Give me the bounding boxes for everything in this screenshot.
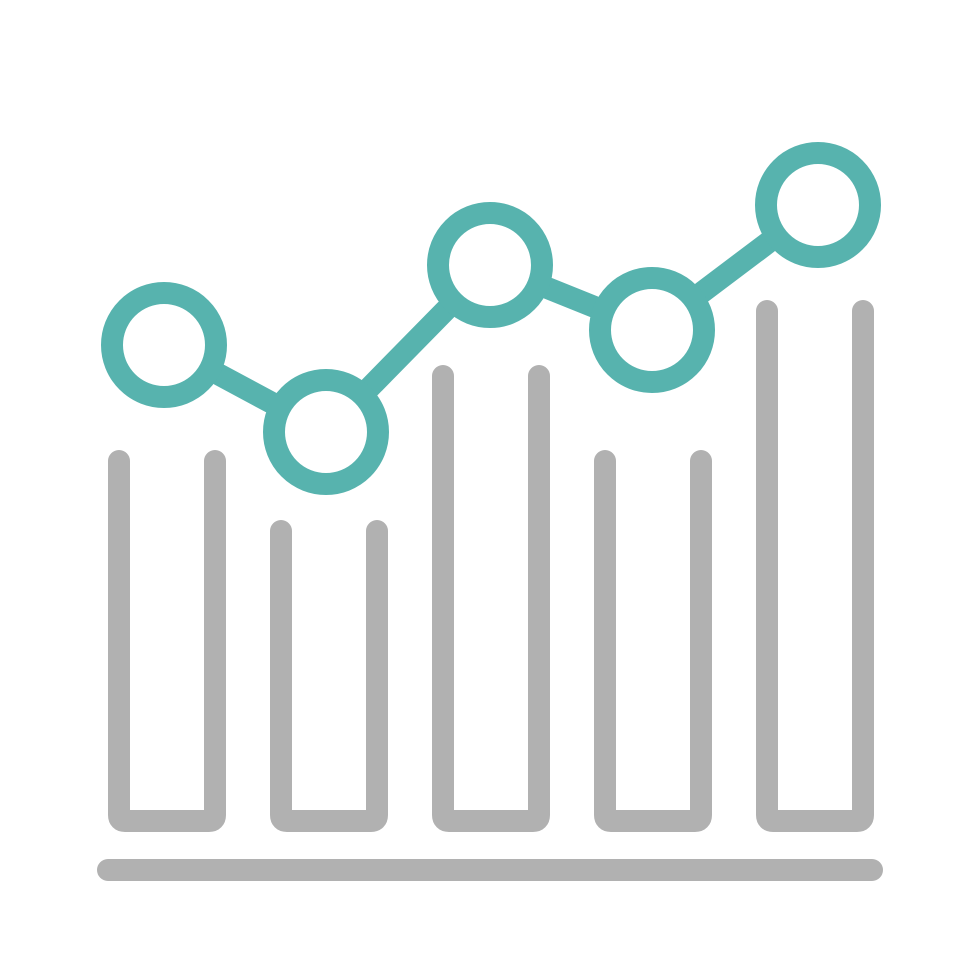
marker-5 <box>766 153 870 257</box>
marker-2 <box>274 380 378 484</box>
marker-1 <box>112 293 216 397</box>
marker-4 <box>600 278 704 382</box>
marker-3 <box>438 213 542 317</box>
bar-line-chart-icon <box>0 0 980 980</box>
